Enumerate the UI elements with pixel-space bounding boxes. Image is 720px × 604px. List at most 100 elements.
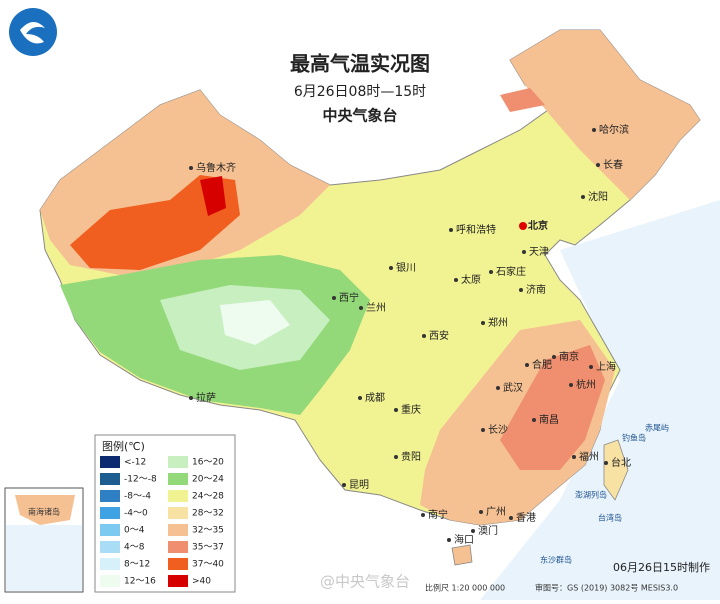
place-label: 东沙群岛 [540, 555, 572, 565]
city-label: 乌鲁木齐 [196, 161, 236, 174]
legend-swatch [168, 456, 188, 468]
city-marker [394, 455, 398, 459]
city-label: 南昌 [539, 413, 559, 426]
legend-swatch [100, 490, 120, 502]
city-label: 合肥 [532, 358, 552, 371]
hainan [451, 544, 473, 566]
city-label: 西宁 [339, 291, 359, 304]
city-marker [454, 278, 458, 282]
legend-label: -8～-4 [124, 492, 151, 502]
made-time: 06月26日15时制作 [613, 561, 710, 574]
place-label: 台湾岛 [598, 513, 622, 523]
legend-label: 32～35 [192, 526, 224, 536]
legend-label: 12～16 [124, 577, 156, 587]
legend-label: 4～8 [124, 543, 145, 553]
city-label: 海口 [454, 533, 474, 546]
legend-swatch [100, 524, 120, 536]
legend-label: <-12 [124, 458, 146, 468]
city-label: 杭州 [576, 378, 596, 391]
legend-label: 37～40 [192, 560, 224, 570]
city-marker [471, 529, 475, 533]
city-marker [596, 163, 600, 167]
city-marker [359, 306, 363, 310]
map-title: 最高气温实况图 [290, 52, 430, 76]
legend-swatch [168, 490, 188, 502]
city-label: 南京 [559, 350, 579, 363]
city-label: 长沙 [488, 424, 508, 436]
city-label: 济南 [526, 283, 546, 296]
city-marker [421, 513, 425, 517]
city-marker [589, 365, 593, 369]
hot-region [500, 88, 545, 112]
hottest-region [200, 176, 226, 216]
legend-swatch [168, 507, 188, 519]
legend-swatch [168, 524, 188, 536]
city-marker [449, 228, 453, 232]
legend-swatch [100, 507, 120, 519]
city-label: 台北 [611, 456, 631, 469]
legend-swatch [100, 575, 120, 587]
city-marker [519, 288, 523, 292]
legend-swatch [100, 473, 120, 485]
city-label: 拉萨 [196, 391, 216, 404]
legend-label: 0～4 [124, 526, 145, 536]
city-marker [342, 483, 346, 487]
city-label: 银川 [396, 261, 416, 274]
city-label: 成都 [365, 392, 385, 404]
place-label: 钓鱼岛 [622, 433, 646, 443]
legend-swatch [168, 541, 188, 553]
city-marker [481, 428, 485, 432]
legend-label: 28～32 [192, 509, 224, 519]
legend-label: 8～12 [124, 560, 150, 570]
legend-items: <-12 -12～-8 -8～-4 -4～0 0～4 4～8 8～12 12～16 16～20 2… [100, 456, 224, 587]
legend-label: 20～24 [192, 475, 224, 485]
city-marker [189, 166, 193, 170]
logo-mark [20, 21, 45, 44]
city-marker [604, 461, 608, 465]
inset-sea [6, 525, 82, 591]
legend-label: >40 [192, 577, 211, 587]
city-label: 郑州 [488, 316, 508, 329]
city-marker [479, 510, 483, 514]
city-label: 澳门 [478, 524, 498, 537]
city-marker [569, 383, 573, 387]
city-label: 上海 [596, 360, 616, 373]
city-marker [522, 250, 526, 254]
inset-label: 南海诸岛 [28, 507, 60, 517]
city-label: 西安 [429, 329, 449, 342]
city-label: 哈尔滨 [599, 123, 629, 136]
city-label: 南宁 [428, 508, 448, 521]
city-label: 贵阳 [401, 450, 421, 463]
scale: 比例尺 1:20 000 000 [425, 583, 505, 593]
legend-swatch [168, 575, 188, 587]
city-marker [489, 270, 493, 274]
city-marker [581, 195, 585, 199]
city-label: 福州 [579, 450, 599, 463]
city-marker [496, 386, 500, 390]
city-marker [189, 396, 193, 400]
city-label: 香港 [516, 512, 536, 524]
legend-label: -12～-8 [124, 475, 157, 485]
city-label: 天津 [529, 246, 549, 258]
city-marker [525, 363, 529, 367]
legend-swatch [100, 456, 120, 468]
sea [480, 200, 720, 600]
city-marker [509, 516, 513, 520]
city-marker [572, 455, 576, 459]
approval: 审图号：GS (2019) 3082号 MESIS3.0 [535, 583, 678, 593]
legend-swatch [168, 558, 188, 570]
legend-label: -4～0 [124, 509, 148, 519]
city-label: 石家庄 [496, 265, 526, 278]
city-label: 重庆 [401, 403, 421, 416]
place-label: 赤尾屿 [645, 424, 669, 433]
city-marker [332, 296, 336, 300]
city-marker [389, 266, 393, 270]
map-subtitle: 6月26日08时—15时 [294, 84, 426, 100]
city-label: 呼和浩特 [456, 224, 496, 236]
city-label: 长春 [603, 159, 623, 171]
city-marker [447, 538, 451, 542]
hot-region [70, 175, 240, 270]
warm-region [510, 30, 700, 200]
